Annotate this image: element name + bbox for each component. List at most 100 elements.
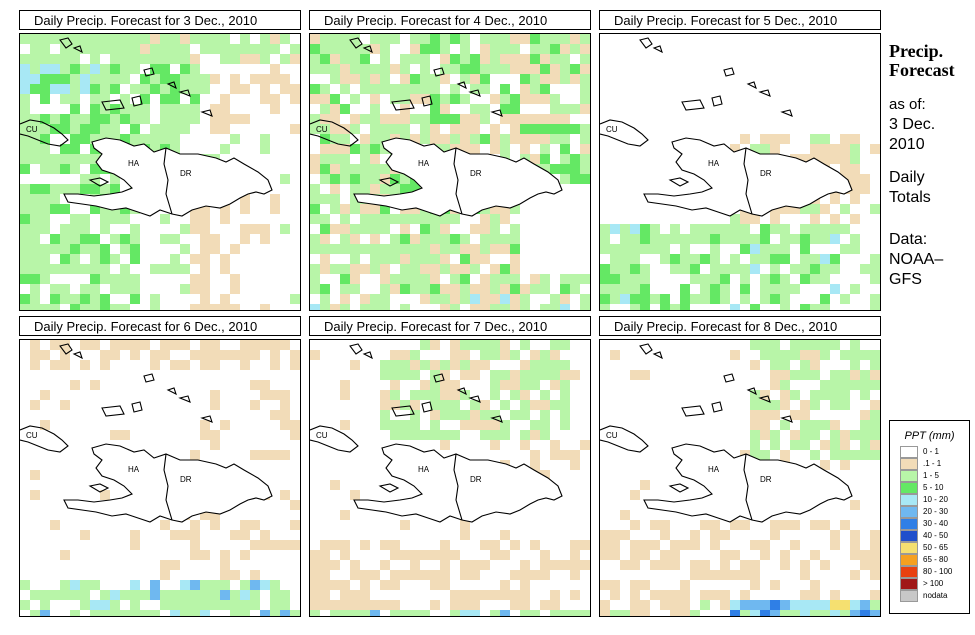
precip-cell xyxy=(310,350,320,360)
precip-cell xyxy=(840,390,850,400)
precip-cell xyxy=(370,114,380,124)
precip-cell xyxy=(460,54,470,64)
precip-cell xyxy=(720,224,730,234)
precip-cell xyxy=(280,540,290,550)
precip-cell xyxy=(130,254,140,264)
precip-cell xyxy=(520,340,530,350)
label-cuba: CU xyxy=(26,125,38,134)
precip-cell xyxy=(320,194,330,204)
forecast-panel: Daily Precip. Forecast for 7 Dec., 2010 C… xyxy=(309,316,591,617)
precip-cell xyxy=(450,350,460,360)
precip-cell xyxy=(200,34,210,44)
precip-cell xyxy=(120,54,130,64)
precip-cell xyxy=(550,610,560,616)
precip-cell xyxy=(210,360,220,370)
precip-cell xyxy=(750,450,760,460)
legend-title: PPT (mm) xyxy=(904,430,955,442)
precip-cell xyxy=(460,370,470,380)
precip-cell xyxy=(410,264,420,274)
precip-cell xyxy=(770,340,780,350)
precip-cell xyxy=(440,440,450,450)
precip-cell xyxy=(150,580,160,590)
precip-cell xyxy=(190,450,200,460)
precip-cell xyxy=(630,264,640,274)
precip-cell xyxy=(680,600,690,610)
precip-cell xyxy=(680,580,690,590)
precip-cell xyxy=(540,360,550,370)
precip-cell xyxy=(830,540,840,550)
precip-cell xyxy=(140,114,150,124)
precip-cell xyxy=(700,590,710,600)
precip-cell xyxy=(220,580,230,590)
precip-cell xyxy=(850,550,860,560)
precip-cell xyxy=(480,224,490,234)
precip-cell xyxy=(320,304,330,310)
hispaniola-coastline xyxy=(353,137,563,217)
legend-label: 80 - 100 xyxy=(923,567,953,576)
precip-cell xyxy=(670,610,680,616)
coastlines xyxy=(20,37,273,217)
precip-cell xyxy=(530,154,540,164)
forecast-panel: Daily Precip. Forecast for 3 Dec., 2010 C… xyxy=(19,10,301,311)
legend-swatch xyxy=(900,578,918,590)
precip-cell xyxy=(510,114,520,124)
precip-cell xyxy=(500,340,510,350)
precip-cell xyxy=(120,114,130,124)
precip-cell xyxy=(760,244,770,254)
precip-cell xyxy=(780,204,790,214)
precip-cell xyxy=(200,214,210,224)
precip-cell xyxy=(510,264,520,274)
precip-cell xyxy=(760,234,770,244)
precip-cell xyxy=(400,74,410,84)
precip-cell xyxy=(800,340,810,350)
precip-cell xyxy=(520,390,530,400)
precip-cell xyxy=(70,234,80,244)
precip-cell xyxy=(120,204,130,214)
precip-cell xyxy=(570,540,580,550)
precip-cell xyxy=(190,104,200,114)
precip-cell xyxy=(270,590,280,600)
precip-cell xyxy=(230,114,240,124)
precip-cell xyxy=(820,264,830,274)
precip-cell xyxy=(220,204,230,214)
precip-cell xyxy=(480,304,490,310)
precip-cell xyxy=(520,304,530,310)
precip-cell xyxy=(170,254,180,264)
precip-cell xyxy=(610,274,620,284)
precip-cell xyxy=(20,304,30,310)
precip-cell xyxy=(540,400,550,410)
precip-cell xyxy=(340,154,350,164)
precip-cell xyxy=(410,400,420,410)
precip-cell xyxy=(830,440,840,450)
precip-cell xyxy=(400,274,410,284)
precip-cell xyxy=(330,144,340,154)
precip-cell xyxy=(450,234,460,244)
precip-cell xyxy=(210,244,220,254)
precip-cell xyxy=(210,340,220,350)
precip-cell xyxy=(580,304,590,310)
precip-cell xyxy=(510,234,520,244)
precip-cell xyxy=(440,294,450,304)
precip-cell xyxy=(340,420,350,430)
precip-cell xyxy=(320,104,330,114)
precip-cell xyxy=(680,610,690,616)
precip-cell xyxy=(70,304,80,310)
precip-cell xyxy=(240,580,250,590)
precip-cell xyxy=(200,420,210,430)
island-coastline xyxy=(59,343,73,355)
precip-cell xyxy=(540,144,550,154)
precip-cell xyxy=(110,284,120,294)
cuba-coastline xyxy=(600,119,649,147)
precip-cell xyxy=(80,44,90,54)
precip-cell xyxy=(870,530,880,540)
precip-cell xyxy=(30,204,40,214)
precip-cell xyxy=(740,244,750,254)
precip-cell xyxy=(550,340,560,350)
precip-cell xyxy=(410,420,420,430)
label-haiti: HA xyxy=(708,465,720,474)
precip-cell xyxy=(410,570,420,580)
precip-cell xyxy=(50,164,60,174)
precip-cell xyxy=(100,294,110,304)
precip-cell xyxy=(210,600,220,610)
precip-cell xyxy=(430,84,440,94)
